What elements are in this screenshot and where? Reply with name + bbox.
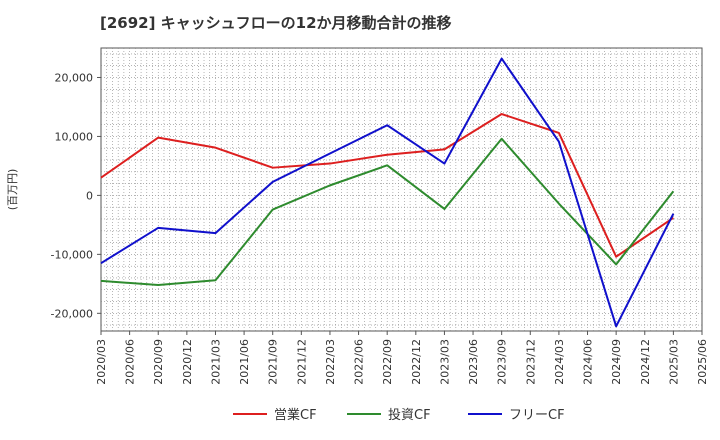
x-tick-label: 2020/12: [181, 339, 194, 385]
x-tick-label: 2024/09: [610, 339, 623, 385]
y-tick-label: 10,000: [55, 130, 94, 143]
x-tick-label: 2021/03: [209, 339, 222, 385]
x-tick-label: 2022/12: [410, 339, 423, 385]
x-tick-label: 2024/12: [639, 339, 652, 385]
x-tick-label: 2021/06: [238, 339, 251, 385]
series-layer: [100, 57, 675, 328]
y-tick-label: -10,000: [51, 248, 93, 261]
series-line-2: [100, 137, 675, 287]
y-tick-label: -20,000: [51, 307, 93, 320]
x-tick-label: 2020/06: [124, 339, 137, 385]
x-tick-label: 2024/03: [553, 339, 566, 385]
y-axis-label: (百万円): [6, 169, 19, 211]
x-tick-label: 2022/03: [324, 339, 337, 385]
legend-label: 投資CF: [388, 407, 431, 423]
x-tick-label: 2024/06: [582, 339, 595, 385]
x-tick-label: 2021/09: [267, 339, 280, 385]
x-tick-label: 2023/09: [496, 339, 509, 385]
legend-label: 営業CF: [274, 407, 317, 423]
x-tick-label: 2025/06: [696, 339, 709, 385]
legend-label: フリーCF: [509, 408, 565, 423]
series-line-1: [100, 113, 674, 258]
x-tick-label: 2020/03: [95, 339, 108, 385]
plot-frame: [100, 47, 703, 332]
chart-title: [2692] キャッシュフローの12か月移動合計の推移: [100, 14, 452, 32]
axis-layer: 20,000 10,000 0 -10,000 -20,000 (百万円) 2020/03 2…: [6, 71, 709, 384]
y-tick-label: 0: [86, 189, 93, 202]
grid-layer: [100, 47, 703, 332]
x-tick-label: 2022/09: [381, 339, 394, 385]
legend: 営業CF 投資CF フリーCF: [233, 407, 565, 423]
x-tick-label: 2025/03: [667, 339, 680, 385]
x-tick-label: 2022/06: [353, 339, 366, 385]
x-tick-label: 2023/06: [467, 339, 480, 385]
series-line-3: [100, 57, 675, 328]
y-tick-label: 20,000: [55, 71, 94, 84]
x-tick-label: 2023/12: [524, 339, 537, 385]
x-tick-label: 2020/09: [152, 339, 165, 385]
x-tick-label: 2021/12: [295, 339, 308, 385]
x-tick-label: 2023/03: [438, 339, 451, 385]
